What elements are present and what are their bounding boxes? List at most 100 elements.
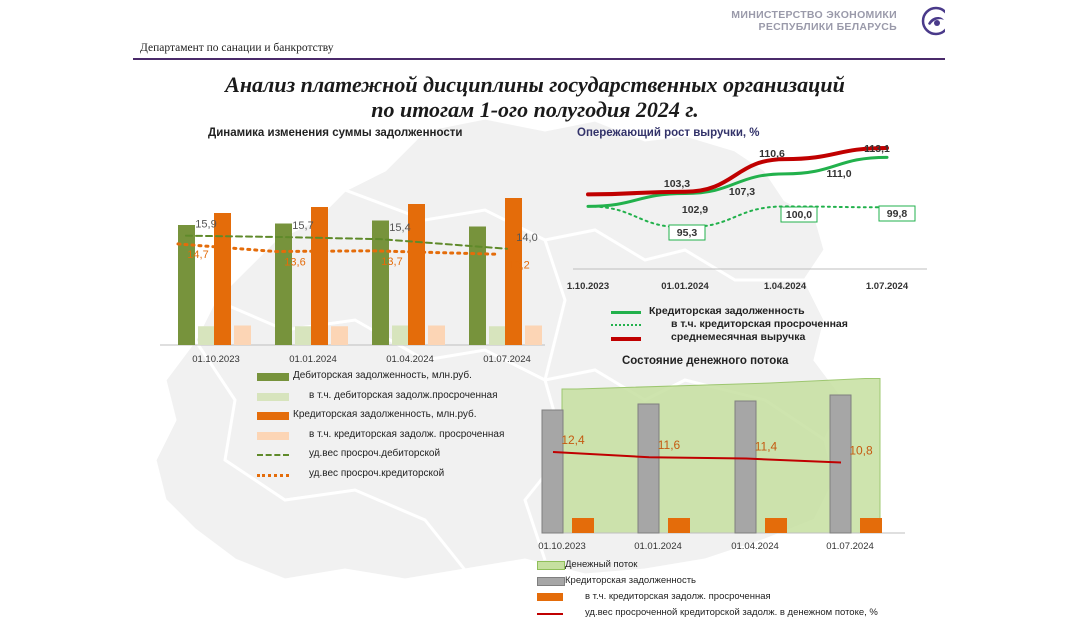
page-title-line1: Анализ платежной дисциплины государствен…	[225, 72, 845, 97]
bar-1-0	[198, 326, 215, 345]
data-label: 95,3	[677, 227, 698, 239]
bar-3-3	[525, 325, 542, 345]
series-line-1	[587, 205, 888, 229]
data-label: 107,3	[729, 186, 755, 198]
page-title-line2: по итогам 1-ого полугодия 2024 г.	[371, 97, 699, 122]
x-tick-label: 1.04.2024	[764, 281, 807, 292]
legend-label: в т.ч. кредиторская задолж. просроченная	[309, 428, 505, 440]
x-tick-label: 1.10.2023	[567, 281, 609, 292]
legend-label: Кредиторская задолженность	[649, 305, 805, 317]
bar-0-0	[178, 225, 195, 345]
bar-3-0	[234, 325, 251, 345]
x-tick-label: 01.04.2024	[386, 354, 434, 365]
x-tick-label: 01.07.2024	[483, 354, 531, 365]
bar-1-1	[295, 326, 312, 345]
data-label: 11,4	[755, 440, 778, 454]
bar-overdue-2	[765, 518, 787, 533]
revenue-growth-chart: 1.10.2023 01.01.2024 1.04.2024 1.07.2024 102…	[567, 143, 927, 292]
data-label-box	[668, 224, 706, 241]
data-label: 14,7	[187, 249, 208, 261]
legend-label: Дебиторская задолженность, млн.руб.	[293, 370, 472, 381]
slide: МИНИСТЕРСТВО ЭКОНОМИКИ РЕСПУБЛИКИ БЕЛАРУ…	[125, 0, 945, 621]
data-label: 12,4	[561, 433, 585, 447]
data-label: 14,0	[516, 232, 537, 244]
series-line-2	[586, 145, 889, 197]
bar-1-3	[489, 326, 506, 345]
bar-overdue-3	[860, 518, 882, 533]
legend-label: Денежный поток	[565, 559, 638, 570]
bar-1-2	[392, 325, 409, 345]
legend-swatch	[611, 311, 641, 314]
debt-dynamics-title: Динамика изменения суммы задолженности	[208, 127, 463, 139]
legend-swatch	[537, 577, 565, 586]
bar-2-0	[214, 213, 231, 345]
trend-line-0	[185, 234, 508, 250]
legend-label: Кредиторская задолженность	[565, 575, 697, 586]
ministry-logo-icon	[921, 6, 945, 36]
data-label: 111,0	[826, 168, 851, 180]
data-label: 11,6	[658, 438, 681, 452]
ratio-line	[552, 451, 842, 464]
legend-swatch	[537, 593, 563, 601]
data-label: 15,7	[292, 220, 313, 232]
data-label: 100,0	[786, 209, 812, 221]
x-tick-label: 01.10.2023	[538, 541, 586, 552]
bar-creditor-3	[829, 394, 852, 534]
revenue-growth-title: Опережающий рост выручки, %	[577, 127, 760, 139]
cash-flow-chart: 01.10.2023 01.01.2024 01.04.2024 01.07.2024…	[538, 378, 905, 552]
legend-swatch	[611, 324, 641, 326]
bar-3-2	[428, 325, 445, 345]
data-label-box	[878, 205, 916, 222]
legend-label: Кредиторская задолженность, млн.руб.	[293, 409, 477, 420]
ministry-name-line2: РЕСПУБЛИКИ БЕЛАРУСЬ	[758, 21, 897, 33]
legend-swatch	[257, 473, 289, 477]
data-label: 13,7	[381, 256, 402, 268]
legend-swatch	[537, 561, 565, 570]
x-tick-label: 01.01.2024	[661, 281, 709, 292]
x-tick-label: 01.10.2023	[192, 354, 240, 365]
data-label: 13,6	[284, 257, 305, 269]
bar-0-3	[469, 226, 486, 345]
legend-label: в т.ч. кредиторская просроченная	[671, 318, 848, 330]
legend-swatch	[257, 454, 289, 456]
x-tick-label: 1.07.2024	[866, 281, 909, 292]
series-line-0	[586, 155, 889, 208]
bar-creditor-0	[541, 409, 564, 534]
bar-2-1	[311, 207, 328, 345]
legend-label: уд.вес просроч.кредиторской	[309, 467, 445, 479]
bar-0-1	[275, 223, 292, 345]
bar-3-1	[331, 326, 348, 345]
legend-label: среднемесячная выручка	[671, 331, 806, 343]
trend-line-1	[176, 242, 501, 256]
debt-dynamics-chart: 01.10.2023 01.01.2024 01.04.2024 01.07.2024…	[160, 198, 545, 365]
data-label: 102,9	[682, 204, 708, 216]
bar-2-2	[408, 204, 425, 345]
data-label-box	[780, 206, 818, 223]
ministry-name-line1: МИНИСТЕРСТВО ЭКОНОМИКИ	[731, 9, 897, 21]
legend-swatch	[257, 392, 289, 401]
header-divider	[133, 58, 945, 60]
x-tick-label: 01.01.2024	[634, 541, 682, 552]
bar-overdue-1	[668, 518, 690, 533]
department-name: Департамент по санации и банкротству	[140, 42, 334, 54]
bar-creditor-2	[734, 400, 757, 534]
legend-swatch	[611, 337, 641, 341]
cash-flow-title: Состояние денежного потока	[622, 355, 789, 367]
data-label: 13,2	[508, 259, 529, 271]
bar-overdue-0	[572, 518, 594, 533]
bar-creditor-1	[637, 403, 660, 534]
legend-swatch	[537, 613, 563, 615]
data-label: 15,9	[195, 219, 216, 231]
data-label: 10,8	[849, 443, 873, 457]
data-label: 113,1	[864, 143, 890, 155]
legend-label: уд.вес просроченной кредиторской задолж.…	[585, 607, 878, 618]
data-label: 103,3	[664, 178, 690, 190]
legend-swatch	[257, 431, 289, 440]
legend-label: в т.ч. дебиторская задолж.просроченная	[309, 389, 498, 401]
legend-label: уд.вес просроч.дебиторской	[309, 448, 441, 459]
x-tick-label: 01.07.2024	[826, 541, 874, 552]
bar-2-3	[505, 198, 522, 345]
x-tick-label: 01.01.2024	[289, 354, 337, 365]
x-tick-label: 01.04.2024	[731, 541, 779, 552]
data-label: 110,6	[759, 148, 785, 160]
